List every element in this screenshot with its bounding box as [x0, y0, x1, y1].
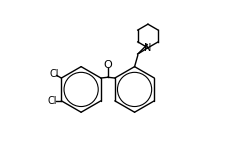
Text: Cl: Cl [50, 69, 59, 79]
Text: Cl: Cl [48, 96, 58, 106]
Text: O: O [103, 60, 112, 70]
Text: N: N [144, 43, 152, 53]
